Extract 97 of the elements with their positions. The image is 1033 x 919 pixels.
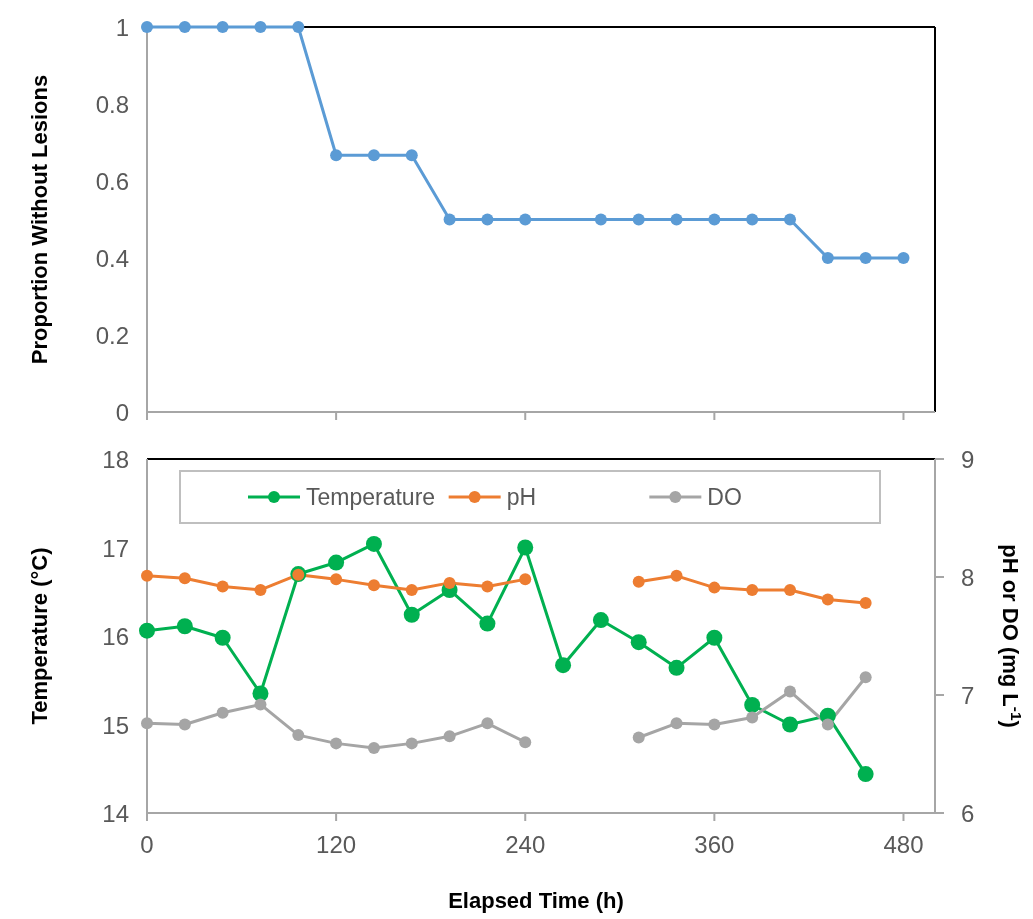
point [141, 21, 153, 33]
point [367, 149, 380, 162]
point [254, 698, 267, 711]
point [216, 580, 229, 593]
y-tick-label: 17 [102, 534, 129, 562]
point [784, 685, 797, 698]
x-tick-label: 360 [694, 831, 735, 858]
x-tick-label: 240 [505, 831, 546, 858]
y-tick-label: 0.2 [95, 322, 129, 349]
point [708, 718, 721, 731]
point [405, 149, 418, 162]
point [708, 213, 721, 226]
point [821, 593, 834, 606]
point [141, 717, 153, 730]
y2-tick-label: 9 [961, 446, 975, 473]
legend-label: pH [506, 484, 537, 510]
point [632, 213, 645, 226]
y-tick-label: 18 [102, 446, 129, 473]
y-tick-label: 14 [102, 800, 129, 827]
point [178, 572, 191, 585]
point [708, 581, 721, 594]
point [328, 554, 345, 571]
point [367, 579, 380, 592]
y2-tick-label: 7 [961, 682, 975, 709]
y-axis-title: Proportion Without Lesions [27, 74, 52, 365]
point [897, 252, 910, 264]
x-tick-label: 0 [140, 831, 154, 858]
point [254, 21, 267, 33]
point [630, 634, 647, 651]
point [746, 583, 759, 596]
point [668, 659, 685, 676]
y-tick-label: 15 [102, 711, 129, 739]
point [405, 583, 418, 596]
point [632, 575, 645, 588]
point [517, 539, 534, 556]
point [670, 213, 683, 226]
point [519, 573, 532, 586]
point [594, 213, 607, 226]
point [367, 742, 380, 755]
point [519, 736, 532, 749]
point [592, 612, 609, 629]
legend-label: Temperature [306, 484, 436, 510]
x-tick-label: 120 [316, 831, 357, 858]
point [178, 718, 191, 731]
y-tick-label: 1 [115, 14, 129, 41]
legend-label: DO [707, 484, 742, 510]
point [141, 569, 153, 582]
point [139, 622, 155, 639]
point [178, 21, 191, 33]
point [330, 573, 343, 586]
y2-tick-label: 6 [961, 800, 975, 827]
point [821, 252, 834, 264]
point [403, 606, 420, 623]
point [859, 671, 872, 684]
point [405, 737, 418, 750]
x-tick-label: 480 [883, 831, 924, 858]
point [782, 716, 799, 733]
point [214, 629, 231, 646]
point [443, 213, 456, 226]
y-tick-label: 16 [102, 623, 129, 650]
point [365, 535, 382, 552]
point [784, 583, 797, 596]
y-tick-label: 0.6 [95, 168, 129, 195]
point [859, 252, 872, 264]
point [254, 583, 267, 596]
point [292, 21, 305, 33]
point [706, 629, 723, 646]
point [784, 213, 797, 226]
y-tick-label: 0.8 [95, 91, 129, 118]
y-tick-label: 0.4 [95, 245, 129, 272]
point [857, 766, 874, 783]
point [330, 149, 343, 162]
point [744, 697, 761, 714]
point [481, 717, 494, 730]
y2-tick-label: 8 [961, 564, 975, 591]
point [443, 576, 456, 589]
point [292, 729, 305, 742]
point [330, 737, 343, 750]
point [481, 213, 494, 226]
point [481, 580, 494, 593]
x-axis-title: Elapsed Time (h) [448, 888, 624, 913]
point [443, 730, 456, 743]
y-tick-label: 0 [115, 399, 129, 426]
point [216, 706, 229, 719]
point [555, 657, 572, 674]
y-axis-title: Temperature (°C) [27, 547, 52, 725]
point [859, 596, 872, 609]
point [746, 711, 759, 724]
point [519, 213, 532, 226]
point [216, 21, 229, 33]
point [670, 717, 683, 730]
point [821, 718, 834, 731]
point [176, 618, 193, 635]
point [670, 569, 683, 582]
point [746, 213, 759, 226]
point [479, 615, 496, 632]
point [632, 731, 645, 744]
